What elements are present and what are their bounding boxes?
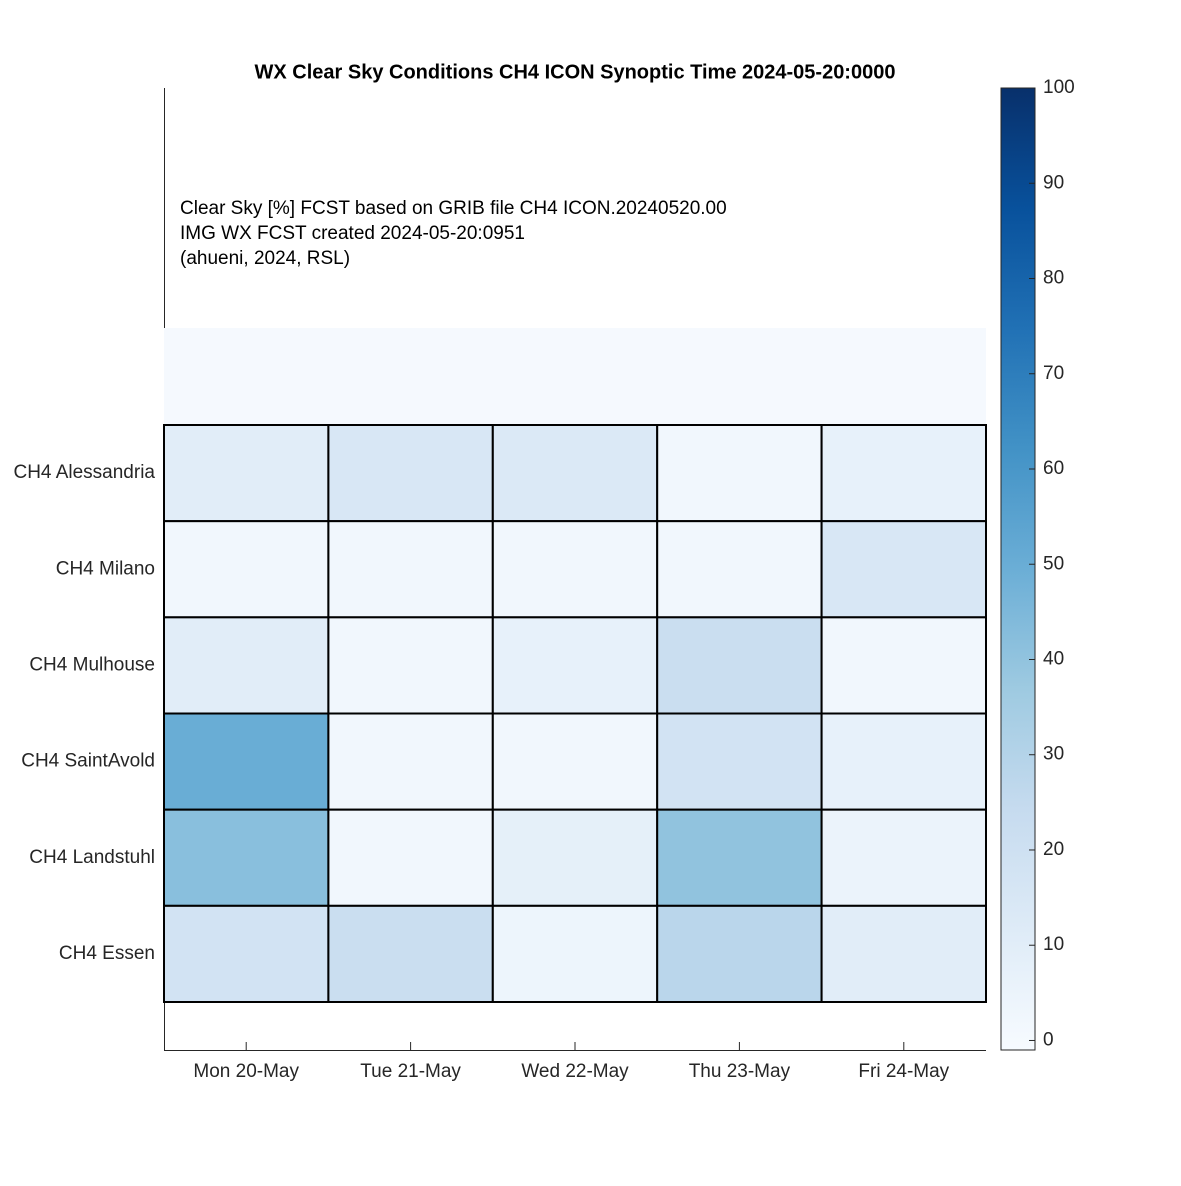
colorbar-tick-label: 50 xyxy=(1043,553,1064,574)
heat-cell xyxy=(327,904,494,1003)
heat-cell xyxy=(491,616,659,715)
heat-cell xyxy=(820,424,987,523)
heat-cell xyxy=(820,712,987,811)
annotation: (ahueni, 2024, RSL) xyxy=(180,248,350,269)
heat-cell xyxy=(820,520,987,619)
colorbar xyxy=(1000,87,1036,1051)
heat-cell xyxy=(163,808,330,907)
annotation: Clear Sky [%] FCST based on GRIB file CH… xyxy=(180,198,727,219)
heat-cell xyxy=(491,808,659,907)
heat-cell xyxy=(656,520,823,619)
heat-cell xyxy=(491,424,659,523)
heat-cell xyxy=(656,712,823,811)
y-tick-label: CH4 Alessandria xyxy=(13,462,155,483)
chart-title: WX Clear Sky Conditions CH4 ICON Synopti… xyxy=(255,61,896,83)
heat-cell xyxy=(656,616,823,715)
y-tick-label: CH4 Landstuhl xyxy=(29,847,155,868)
x-tick-label: Mon 20-May xyxy=(193,1061,299,1082)
heat-cell xyxy=(163,424,330,523)
colorbar-tick-label: 10 xyxy=(1043,934,1064,955)
heat-cell xyxy=(491,904,659,1003)
heat-cell xyxy=(163,712,330,811)
heat-cell xyxy=(327,712,494,811)
heat-cell xyxy=(656,808,823,907)
heat-cell xyxy=(820,808,987,907)
heat-cell xyxy=(491,520,659,619)
heat-cell xyxy=(656,904,823,1003)
y-tick-label: CH4 SaintAvold xyxy=(21,751,155,772)
heat-cell xyxy=(327,616,494,715)
colorbar-tick-label: 20 xyxy=(1043,839,1064,860)
x-tick-label: Tue 21-May xyxy=(360,1061,461,1082)
x-tick-label: Fri 24-May xyxy=(858,1061,949,1082)
heat-cell xyxy=(163,904,330,1003)
colorbar-tick-label: 70 xyxy=(1043,363,1064,384)
blank-band xyxy=(164,328,986,425)
y-tick-label: CH4 Milano xyxy=(56,558,155,579)
heat-cell xyxy=(491,712,659,811)
colorbar-tick-label: 60 xyxy=(1043,458,1064,479)
colorbar-tick-label: 30 xyxy=(1043,744,1064,765)
colorbar-tick-label: 100 xyxy=(1043,77,1075,98)
heat-cell xyxy=(327,520,494,619)
y-tick-label: CH4 Mulhouse xyxy=(29,654,155,675)
heat-cell xyxy=(327,424,494,523)
heat-cell xyxy=(820,616,987,715)
heat-cell xyxy=(163,520,330,619)
x-tick-label: Thu 23-May xyxy=(689,1061,791,1082)
colorbar-tick-label: 80 xyxy=(1043,268,1064,289)
colorbar-tick-label: 0 xyxy=(1043,1029,1054,1050)
heat-cell xyxy=(820,904,987,1003)
heat-cell xyxy=(327,808,494,907)
y-tick-label: CH4 Essen xyxy=(59,943,155,964)
heat-cell xyxy=(163,616,330,715)
colorbar-tick-label: 40 xyxy=(1043,649,1064,670)
heat-cell xyxy=(656,424,823,523)
annotation: IMG WX FCST created 2024-05-20:0951 xyxy=(180,223,525,244)
colorbar-tick-label: 90 xyxy=(1043,172,1064,193)
x-tick-label: Wed 22-May xyxy=(521,1061,629,1082)
